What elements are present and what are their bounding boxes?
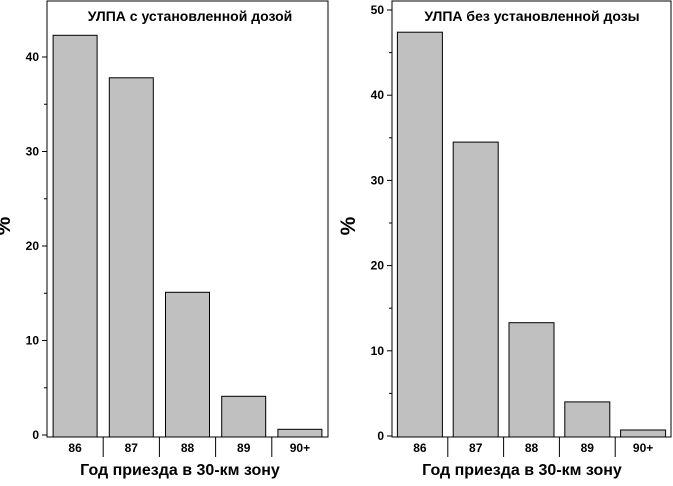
x-tick-label-left-86: 86 bbox=[68, 441, 82, 455]
x-tick-label-left-90+: 90+ bbox=[290, 441, 310, 455]
y-axis-label-right: % bbox=[337, 216, 360, 235]
x-tick-label-right-87: 87 bbox=[469, 441, 483, 455]
y-tick-label-left: 40 bbox=[26, 50, 40, 64]
y-tick-label-left: 10 bbox=[26, 334, 40, 348]
x-tick-label-left-88: 88 bbox=[181, 441, 195, 455]
y-tick-label-right: 10 bbox=[371, 344, 385, 358]
chart-title-right: УЛПА без установленной дозы bbox=[424, 8, 639, 24]
bar-left-89 bbox=[221, 395, 267, 438]
y-tick-label-right: 20 bbox=[371, 259, 385, 273]
bar-right-90+ bbox=[620, 429, 667, 438]
chart-left: УЛПА с установленной дозой % Год приезда… bbox=[0, 0, 329, 479]
x-tick-label-right-86: 86 bbox=[413, 441, 427, 455]
x-axis-label-right: Год приезда в 30-км зону bbox=[422, 462, 622, 479]
y-tick-label-right: 0 bbox=[377, 429, 384, 443]
y-tick-label-right: 40 bbox=[371, 88, 385, 102]
x-tick-label-right-90+: 90+ bbox=[633, 441, 653, 455]
x-tick-label-left-87: 87 bbox=[125, 441, 139, 455]
bar-left-88 bbox=[165, 291, 210, 438]
bar-right-89 bbox=[564, 401, 611, 438]
y-tick-label-right: 50 bbox=[371, 3, 385, 17]
bars-right bbox=[396, 31, 667, 438]
y-tick-label-left: 0 bbox=[32, 428, 39, 442]
bar-right-87 bbox=[452, 141, 499, 438]
x-axis-label-left: Год приезда в 30-км зону bbox=[80, 462, 280, 479]
y-ticks-left: 0 10 20 30 40 bbox=[26, 50, 47, 442]
bar-right-88 bbox=[508, 322, 555, 438]
y-tick-label-left: 20 bbox=[26, 239, 40, 253]
y-ticks-right: 0 10 20 30 40 50 bbox=[371, 3, 392, 443]
chart-right: УЛПА без установленной дозы % Год приезд… bbox=[337, 0, 672, 479]
x-tick-label-left-89: 89 bbox=[237, 441, 251, 455]
y-axis-label-left: % bbox=[0, 216, 15, 235]
y-tick-label-left: 30 bbox=[26, 145, 40, 159]
x-categories-right: 86 87 88 89 90+ bbox=[413, 437, 653, 457]
x-categories-left: 86 87 88 89 90+ bbox=[68, 437, 310, 457]
bars-left bbox=[52, 34, 323, 438]
chart-title-left: УЛПА с установленной дозой bbox=[88, 8, 293, 24]
y-tick-label-right: 30 bbox=[371, 173, 385, 187]
bar-left-90+ bbox=[277, 428, 323, 438]
bar-left-86 bbox=[52, 34, 98, 438]
bar-right-86 bbox=[396, 31, 443, 438]
bar-left-87 bbox=[108, 77, 154, 438]
x-tick-label-right-88: 88 bbox=[525, 441, 539, 455]
x-tick-label-right-89: 89 bbox=[581, 441, 595, 455]
